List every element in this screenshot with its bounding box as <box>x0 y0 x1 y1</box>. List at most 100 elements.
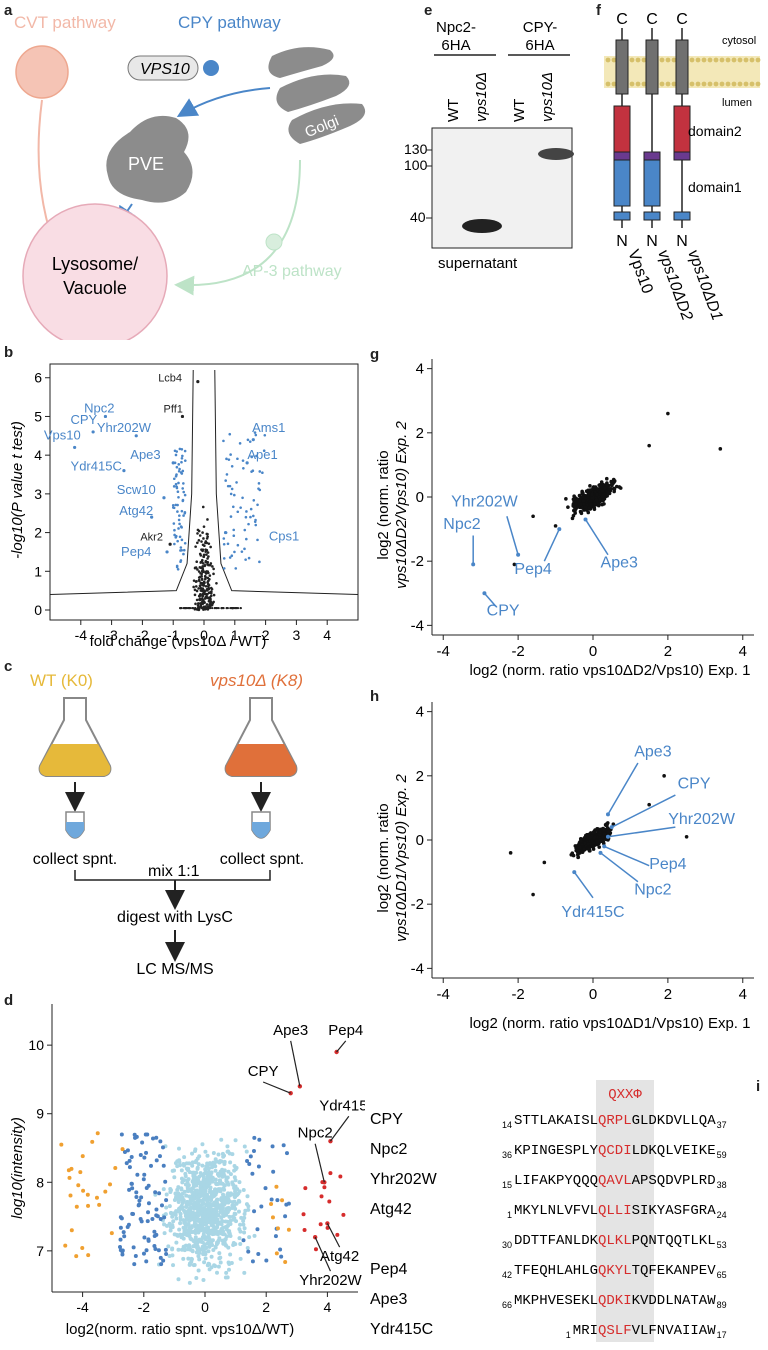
intensity-point <box>172 1168 177 1173</box>
d2-y-label-2: vps10ΔD2/Vps10) Exp. 2 <box>393 421 410 589</box>
intensity-point <box>237 1180 242 1185</box>
intensity-point <box>202 1205 207 1210</box>
intensity-point <box>69 1228 74 1233</box>
volcano-point <box>230 464 234 468</box>
intensity-point <box>197 1154 202 1159</box>
intensity-point <box>152 1229 157 1234</box>
intensity-point <box>131 1245 136 1250</box>
motif-highlight <box>596 1080 654 1342</box>
intensity-point <box>199 1218 204 1223</box>
volcano-point <box>206 518 209 521</box>
intensity-point <box>196 1162 201 1167</box>
volcano-y-tick: 3 <box>34 486 42 502</box>
h-x-tick: 2 <box>664 986 672 1003</box>
volcano-point <box>209 597 212 600</box>
intensity-point <box>137 1198 142 1203</box>
volcano-point <box>201 505 205 509</box>
g-point <box>612 487 617 492</box>
volcano-point <box>233 550 236 554</box>
intensity-point <box>231 1242 236 1247</box>
volcano-point <box>211 606 214 610</box>
intensity-point <box>278 1247 283 1252</box>
intensity-point <box>76 1183 81 1188</box>
intensity-point <box>210 1228 215 1233</box>
intensity-point <box>202 1250 207 1255</box>
intensity-point <box>283 1214 288 1219</box>
alignment-end-index: 17 <box>717 1330 727 1340</box>
g-point <box>590 492 594 497</box>
volcano-point <box>198 579 201 583</box>
volcano-point <box>199 554 203 557</box>
volcano-point-label: Ydr415C <box>71 459 122 474</box>
volcano-point <box>244 558 247 561</box>
marker-130: 130 <box>404 141 428 157</box>
intensity-point <box>141 1177 146 1182</box>
volcano-point <box>196 528 200 532</box>
volcano-point <box>241 459 245 462</box>
volcano-point <box>232 493 236 497</box>
intensity-point <box>168 1189 173 1194</box>
intensity-point <box>215 1232 220 1237</box>
intensity-point <box>248 1154 253 1159</box>
intensity-point <box>187 1210 192 1215</box>
western-blot: Npc2- 6HA CPY- 6HA WT vps10Δ WT vps10Δ 1… <box>404 19 574 272</box>
volcano-point <box>249 515 252 519</box>
volcano-hit-point <box>134 434 138 438</box>
intensity-point <box>213 1168 218 1173</box>
intensity-point <box>154 1158 159 1163</box>
volcano-point <box>202 583 205 586</box>
intensity-point <box>122 1149 127 1154</box>
volcano-point <box>257 487 260 490</box>
intensity-point <box>122 1234 127 1239</box>
intensity-point <box>85 1192 90 1197</box>
volcano-y-tick: 5 <box>34 408 42 424</box>
intensity-point <box>164 1205 169 1210</box>
intensity-point <box>206 1249 211 1254</box>
intensity-point <box>193 1180 198 1185</box>
intensity-point <box>228 1160 233 1165</box>
volcano-point <box>175 473 178 476</box>
volcano-x-tick: 0 <box>200 627 208 643</box>
volcano-point <box>204 584 208 588</box>
intensity-point <box>163 1179 168 1184</box>
intensity-point <box>236 1209 241 1214</box>
alignment-suffix: TQFEKANPEV <box>632 1263 717 1279</box>
volcano-point <box>222 606 225 610</box>
d2-y-label-1: log2 (norm. ratio <box>375 450 392 559</box>
intensity-point <box>146 1201 151 1206</box>
wt-collect-label: collect spnt. <box>33 851 117 868</box>
intensity-x-label: log2(norm. ratio spnt. vps10Δ/WT) <box>66 1321 294 1338</box>
intensity-point <box>207 1201 212 1206</box>
intensity-point-label: Atg42 <box>320 1248 359 1265</box>
intensity-point <box>90 1139 95 1144</box>
panel-label-f: f <box>596 2 601 19</box>
volcano-point <box>207 542 211 545</box>
intensity-point <box>225 1144 230 1149</box>
g-point <box>588 488 593 492</box>
volcano-point <box>226 542 230 546</box>
intensity-point <box>176 1247 181 1252</box>
volcano-point <box>248 440 252 443</box>
volcano-point <box>179 546 183 549</box>
volcano-y-tick: 1 <box>34 563 42 579</box>
volcano-point <box>194 606 197 610</box>
volcano-point <box>178 514 181 517</box>
volcano-point <box>176 510 179 513</box>
volcano-point <box>226 606 229 610</box>
intensity-point <box>251 1148 256 1153</box>
intensity-point <box>246 1204 251 1209</box>
volcano-hit-point <box>122 469 126 473</box>
intensity-point <box>211 1150 216 1155</box>
intensity-point <box>245 1159 250 1164</box>
volcano-point <box>192 579 196 582</box>
g-point-label: Yhr202W <box>451 494 519 511</box>
volcano-point <box>206 551 210 554</box>
g-point <box>600 495 605 500</box>
g-point <box>578 502 583 507</box>
g-point <box>590 495 595 500</box>
volcano-point <box>229 515 233 518</box>
intensity-point <box>193 1149 198 1154</box>
h-point <box>583 841 587 845</box>
alignment-prefix: MRI <box>573 1323 598 1339</box>
h-point <box>604 823 609 828</box>
